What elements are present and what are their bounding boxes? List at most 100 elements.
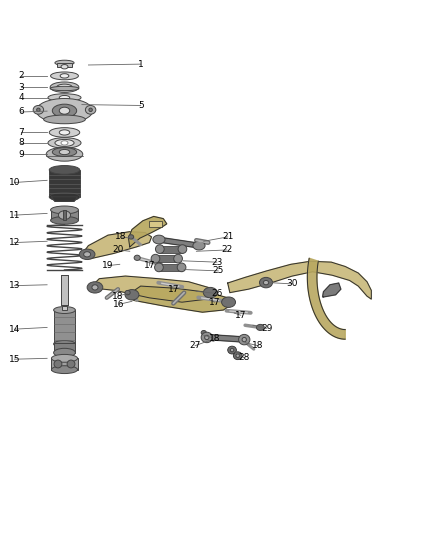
Text: 27: 27: [189, 341, 201, 350]
Text: 6: 6: [18, 108, 24, 117]
Bar: [53, 310, 75, 344]
Ellipse shape: [239, 334, 250, 345]
Text: 2: 2: [18, 71, 24, 80]
Bar: [49, 170, 80, 197]
Text: 18: 18: [112, 292, 124, 301]
Ellipse shape: [50, 206, 78, 214]
Text: 30: 30: [286, 279, 298, 288]
Ellipse shape: [55, 140, 74, 147]
Ellipse shape: [178, 245, 187, 254]
Bar: [63, 210, 66, 220]
Ellipse shape: [61, 64, 68, 69]
Ellipse shape: [48, 138, 81, 148]
Ellipse shape: [201, 332, 212, 343]
Ellipse shape: [242, 339, 247, 344]
Ellipse shape: [54, 360, 62, 368]
Ellipse shape: [67, 360, 75, 368]
Polygon shape: [51, 197, 78, 201]
Polygon shape: [206, 334, 246, 342]
Ellipse shape: [37, 108, 40, 111]
Ellipse shape: [60, 74, 69, 78]
Ellipse shape: [84, 252, 91, 257]
Ellipse shape: [51, 354, 78, 362]
Ellipse shape: [48, 94, 81, 102]
Polygon shape: [322, 283, 341, 297]
Ellipse shape: [230, 349, 234, 352]
Text: 26: 26: [211, 289, 223, 298]
Ellipse shape: [51, 366, 78, 374]
Ellipse shape: [177, 263, 186, 272]
Text: 15: 15: [9, 354, 20, 364]
Text: 23: 23: [211, 257, 223, 266]
Ellipse shape: [53, 306, 75, 313]
Ellipse shape: [49, 166, 80, 174]
Ellipse shape: [52, 104, 77, 117]
Ellipse shape: [52, 148, 77, 156]
Bar: [61, 275, 67, 305]
Ellipse shape: [58, 211, 71, 220]
Ellipse shape: [222, 297, 236, 308]
Ellipse shape: [134, 255, 140, 261]
Text: 21: 21: [222, 232, 233, 241]
Text: 4: 4: [18, 93, 24, 102]
Bar: [57, 63, 72, 67]
Text: 25: 25: [212, 266, 224, 276]
Ellipse shape: [125, 289, 139, 300]
Bar: [51, 358, 78, 370]
Ellipse shape: [203, 287, 217, 298]
Polygon shape: [128, 216, 167, 247]
Ellipse shape: [193, 241, 205, 250]
Ellipse shape: [59, 149, 70, 155]
Ellipse shape: [128, 235, 134, 239]
Ellipse shape: [73, 103, 78, 108]
Ellipse shape: [256, 325, 264, 330]
Ellipse shape: [59, 107, 70, 114]
Text: 18: 18: [209, 334, 220, 343]
Bar: [62, 305, 67, 310]
Ellipse shape: [49, 192, 80, 201]
Text: 28: 28: [239, 353, 250, 362]
Bar: [160, 246, 183, 253]
Ellipse shape: [92, 285, 98, 290]
Ellipse shape: [228, 346, 237, 354]
Polygon shape: [82, 232, 152, 259]
Ellipse shape: [59, 95, 70, 100]
Ellipse shape: [53, 341, 75, 348]
Ellipse shape: [50, 82, 79, 92]
Text: 8: 8: [18, 139, 24, 148]
Ellipse shape: [85, 106, 96, 114]
Ellipse shape: [125, 290, 130, 295]
Ellipse shape: [49, 128, 80, 137]
Polygon shape: [92, 276, 214, 302]
Text: 10: 10: [9, 178, 20, 187]
Ellipse shape: [55, 60, 74, 66]
Bar: [50, 210, 78, 220]
Ellipse shape: [153, 235, 165, 244]
Ellipse shape: [151, 254, 160, 263]
Ellipse shape: [236, 354, 240, 358]
Text: 20: 20: [112, 246, 124, 254]
Ellipse shape: [233, 352, 242, 360]
Text: 13: 13: [9, 281, 20, 290]
Polygon shape: [130, 286, 231, 312]
Text: 3: 3: [18, 83, 24, 92]
Text: 7: 7: [18, 128, 24, 137]
Ellipse shape: [59, 130, 70, 135]
Text: 29: 29: [261, 324, 272, 333]
Text: 22: 22: [221, 246, 233, 254]
Text: 16: 16: [113, 300, 125, 309]
Text: 1: 1: [138, 60, 144, 69]
Text: 19: 19: [102, 261, 114, 270]
Text: 14: 14: [9, 325, 20, 334]
Ellipse shape: [155, 245, 164, 254]
Ellipse shape: [242, 337, 247, 342]
Ellipse shape: [53, 349, 75, 357]
Text: 17: 17: [168, 285, 179, 294]
Text: 18: 18: [115, 232, 127, 241]
Ellipse shape: [79, 249, 95, 260]
Bar: [155, 255, 178, 262]
Bar: [53, 343, 75, 353]
Ellipse shape: [44, 115, 85, 124]
Polygon shape: [307, 259, 345, 339]
Ellipse shape: [174, 254, 183, 263]
